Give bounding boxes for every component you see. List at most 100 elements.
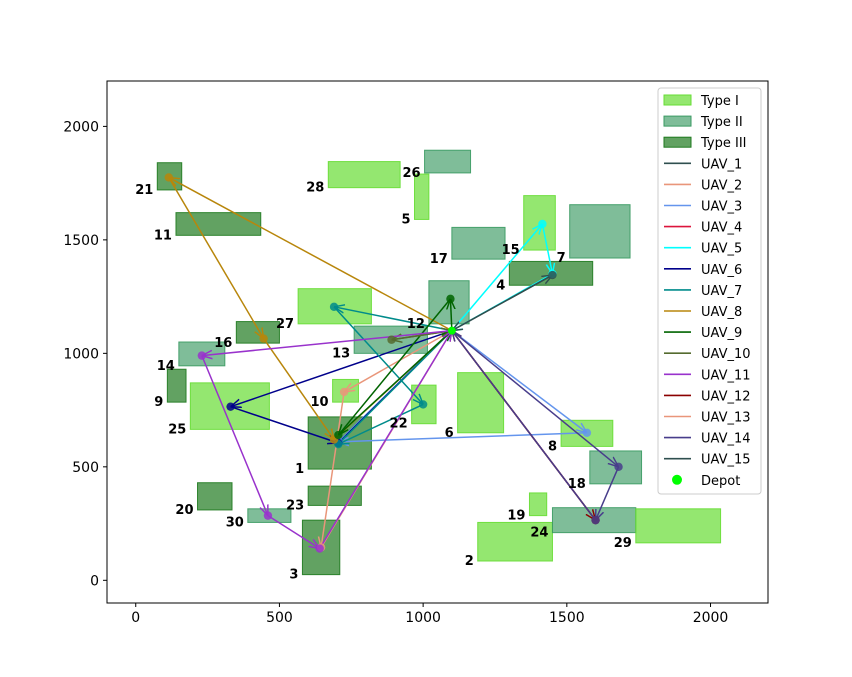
route-uav_8-segment-1 — [168, 177, 264, 338]
region-label-19: 19 — [507, 509, 525, 524]
axis-ticks-layer: 0 500 1000 1500 2000 0 500 1000 1500 2000 — [63, 119, 728, 626]
region-label-10: 10 — [311, 395, 329, 410]
route-uav_3-segment-1 — [338, 432, 587, 442]
legend-label-uav_11: UAV_11 — [701, 368, 751, 383]
legend-label-uav_12: UAV_12 — [701, 389, 751, 404]
waypoint-uav_5-1 — [538, 219, 547, 229]
legend-label-uav_2: UAV_2 — [701, 178, 742, 193]
legend-label-uav_10: UAV_10 — [701, 347, 751, 362]
legend-label-uav_7: UAV_7 — [701, 284, 742, 299]
region-label-6: 6 — [445, 426, 454, 441]
legend-label-uav_6: UAV_6 — [701, 263, 742, 278]
legend-label-uav_13: UAV_13 — [701, 411, 751, 426]
route-uav_8-segment-0 — [169, 177, 453, 332]
region-label-8: 8 — [548, 439, 557, 454]
region-label-3: 3 — [289, 568, 298, 583]
region-23 — [307, 485, 362, 506]
region-16 — [235, 321, 280, 344]
route-uav_8-segment-2 — [263, 338, 334, 440]
region-label-16: 16 — [214, 336, 232, 351]
route-uav_11-segment-1 — [201, 355, 268, 516]
x-tick-label-1500: 1500 — [549, 610, 585, 626]
legend: Type I Type II Type III UAV_1 UAV_2 UAV_3 UAV_… — [657, 87, 762, 495]
waypoint-uav_2-1 — [339, 387, 349, 397]
x-tick-label-0: 0 — [131, 610, 140, 626]
legend-swatch-type-ii — [663, 115, 692, 127]
y-tick-label-0: 0 — [90, 573, 99, 589]
region-label-1: 1 — [295, 462, 304, 477]
route-uav_14-segment-0 — [451, 330, 619, 467]
region-label-24: 24 — [530, 526, 548, 541]
waypoint-uav_11-1 — [197, 351, 207, 360]
route-uav_2-segment-0 — [344, 330, 453, 392]
route-uav_6-segment-1 — [230, 405, 339, 443]
region-20 — [197, 482, 233, 511]
legend-label-uav_5: UAV_5 — [701, 242, 742, 257]
region-19 — [528, 492, 548, 517]
route-uav_7-segment-0 — [334, 307, 453, 332]
points-layer — [164, 173, 623, 553]
region-26 — [424, 149, 472, 174]
region-label-25: 25 — [168, 422, 186, 437]
waypoint-uav_14-2 — [591, 515, 600, 525]
legend-label-uav_3: UAV_3 — [701, 200, 742, 215]
routes-layer — [169, 177, 619, 548]
region-label-23: 23 — [286, 498, 304, 513]
regions-layer — [156, 149, 722, 576]
route-uav_7-segment-1 — [333, 306, 423, 405]
region-label-26: 26 — [402, 166, 420, 181]
region-label-2: 2 — [465, 554, 474, 569]
region-label-13: 13 — [332, 346, 350, 361]
x-tick-label-1000: 1000 — [405, 610, 441, 626]
plot-frame — [106, 80, 769, 604]
route-uav_11-segment-3 — [319, 331, 452, 549]
y-tick-label-2000: 2000 — [63, 119, 99, 135]
region-5 — [414, 173, 430, 220]
legend-label-type-i: Type I — [700, 94, 739, 109]
legend-label-depot: Depot — [701, 474, 740, 489]
region-label-5: 5 — [401, 212, 410, 227]
region-label-22: 22 — [390, 417, 408, 432]
region-2 — [477, 521, 553, 562]
legend-label-type-ii: Type II — [700, 115, 743, 130]
region-label-28: 28 — [306, 181, 324, 196]
depot-marker — [447, 326, 456, 335]
route-uav_14-segment-1 — [596, 466, 620, 520]
region-label-17: 17 — [430, 252, 448, 267]
region-label-18: 18 — [568, 477, 586, 492]
legend-label-uav_15: UAV_15 — [701, 453, 751, 468]
x-tick-label-500: 500 — [266, 610, 293, 626]
legend-label-uav_4: UAV_4 — [701, 221, 742, 236]
waypoint-uav_7-2 — [418, 400, 428, 409]
route-uav_6-segment-0 — [231, 329, 453, 407]
legend-label-uav_9: UAV_9 — [701, 326, 742, 341]
region-label-4: 4 — [496, 278, 505, 293]
legend-label-uav_8: UAV_8 — [701, 305, 742, 320]
waypoint-uav_9-2 — [334, 430, 343, 440]
route-uav_11-segment-2 — [267, 514, 320, 549]
waypoint-uav_9-1 — [446, 294, 455, 304]
region-label-12: 12 — [407, 317, 425, 332]
legend-swatch-type-i — [663, 94, 692, 106]
region-label-7: 7 — [557, 251, 566, 266]
waypoint-uav_8-2 — [259, 334, 268, 343]
route-uav_9-segment-1 — [338, 298, 452, 435]
waypoint-uav_11-3 — [315, 544, 324, 553]
route-uav_3-segment-0 — [451, 330, 587, 433]
region-29 — [635, 508, 722, 544]
waypoint-uav_7-1 — [329, 302, 339, 312]
region-label-9: 9 — [154, 395, 163, 410]
waypoint-uav_3-1 — [582, 428, 592, 437]
legend-box — [657, 87, 762, 495]
region-label-29: 29 — [614, 536, 632, 551]
x-tick-label-2000: 2000 — [693, 610, 729, 626]
y-tick-label-1500: 1500 — [63, 233, 99, 249]
route-uav_14-segment-2 — [452, 331, 597, 521]
region-9 — [166, 368, 187, 403]
route-uav_15-segment-1 — [452, 274, 553, 331]
legend-label-type-iii: Type III — [700, 136, 747, 151]
region-label-20: 20 — [175, 503, 193, 518]
route-uav_11-segment-0 — [202, 329, 452, 356]
